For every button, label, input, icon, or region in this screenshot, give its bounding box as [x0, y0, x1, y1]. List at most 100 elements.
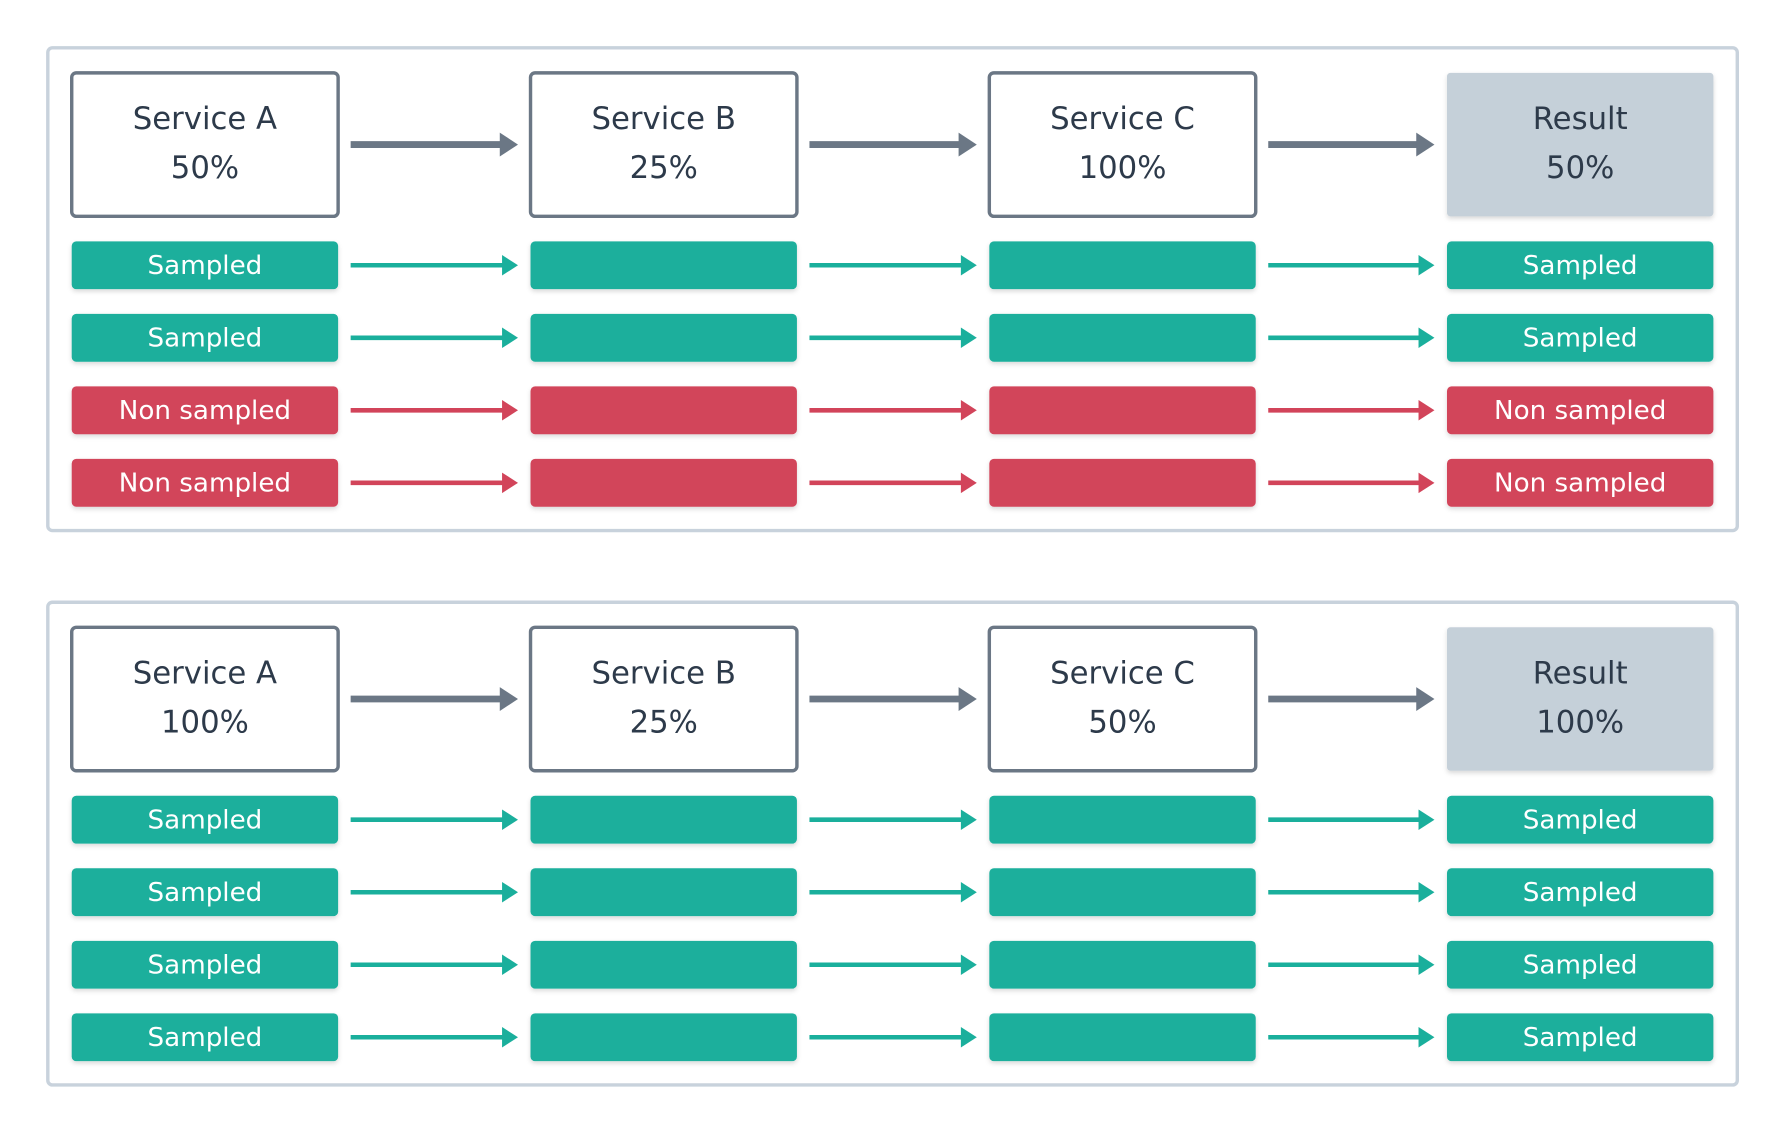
arrow-head — [1418, 809, 1435, 830]
row-cell — [530, 241, 797, 290]
row-cell — [530, 795, 797, 844]
service-name: Service B — [592, 101, 736, 137]
row-cell — [1446, 241, 1714, 290]
row-label: Sampled — [1523, 878, 1638, 908]
service-name: Service B — [592, 656, 736, 692]
row-cell — [71, 313, 339, 362]
service-rate: 25% — [630, 705, 698, 741]
arrow-head — [502, 881, 518, 903]
arrow-head — [960, 255, 977, 276]
arrow-head — [1418, 954, 1435, 975]
arrow-head — [960, 954, 977, 975]
row-cell — [71, 458, 339, 507]
row-cell — [1446, 940, 1714, 989]
arrow-head — [1418, 1027, 1435, 1048]
service-box — [1446, 72, 1714, 217]
service-box — [70, 625, 340, 773]
row-cell — [1446, 458, 1714, 507]
row-cell — [1446, 795, 1714, 844]
row-label: Sampled — [148, 950, 263, 980]
arrow-head — [1416, 132, 1435, 157]
service-box — [528, 625, 799, 773]
arrow-head — [960, 881, 977, 903]
arrow-head — [960, 809, 977, 830]
row-cell — [1446, 1013, 1714, 1062]
row-cell — [530, 458, 797, 507]
arrow-head — [499, 132, 518, 157]
row-label: Non sampled — [1494, 468, 1666, 498]
service-rate: 100% — [1536, 705, 1624, 741]
row-cell — [71, 795, 339, 844]
row-cell — [989, 795, 1256, 844]
row-label: Sampled — [148, 323, 263, 353]
arrow-head — [960, 327, 977, 349]
row-cell — [989, 458, 1256, 507]
arrow-head — [502, 1027, 518, 1048]
row-label: Sampled — [1523, 950, 1638, 980]
row-cell — [71, 868, 339, 917]
row-label: Non sampled — [119, 396, 291, 426]
service-rate: 50% — [1088, 705, 1156, 741]
arrow-head — [960, 1027, 977, 1048]
row-label: Sampled — [1523, 251, 1638, 281]
arrow-head — [1418, 400, 1435, 421]
arrow-head — [502, 954, 518, 975]
arrow-head — [1418, 255, 1435, 276]
arrow-head — [502, 400, 518, 421]
service-name: Service A — [133, 101, 277, 137]
row-cell — [989, 241, 1256, 290]
service-box — [528, 71, 799, 219]
service-name: Result — [1533, 101, 1628, 137]
service-rate: 25% — [630, 150, 698, 186]
row-cell — [71, 940, 339, 989]
row-cell — [989, 1013, 1256, 1062]
service-box — [70, 71, 340, 219]
row-label: Sampled — [1523, 323, 1638, 353]
row-cell — [530, 386, 797, 435]
row-label: Sampled — [148, 878, 263, 908]
row-label: Sampled — [148, 1023, 263, 1053]
arrow-head — [1418, 327, 1435, 349]
arrow-head — [1418, 881, 1435, 903]
row-cell — [530, 313, 797, 362]
row-cell — [989, 940, 1256, 989]
service-box — [987, 71, 1258, 219]
service-box — [987, 625, 1258, 773]
service-rate: 50% — [171, 150, 239, 186]
service-name: Service C — [1050, 101, 1195, 137]
arrow-head — [1416, 687, 1435, 711]
row-cell — [530, 1013, 797, 1062]
row-cell — [989, 386, 1256, 435]
row-cell — [530, 940, 797, 989]
row-label: Sampled — [1523, 1023, 1638, 1053]
row-label: Sampled — [148, 251, 263, 281]
row-cell — [71, 1013, 339, 1062]
arrow-head — [960, 472, 977, 494]
service-rate: 100% — [161, 705, 249, 741]
row-cell — [1446, 386, 1714, 435]
row-cell — [1446, 868, 1714, 917]
arrow-head — [960, 400, 977, 421]
row-label: Sampled — [1523, 805, 1638, 835]
arrow-head — [499, 687, 518, 711]
row-label: Non sampled — [119, 468, 291, 498]
arrow-head — [958, 687, 977, 711]
row-cell — [989, 313, 1256, 362]
service-name: Service A — [133, 656, 277, 692]
row-cell — [530, 868, 797, 917]
row-cell — [1446, 313, 1714, 362]
arrow-head — [502, 327, 518, 349]
service-box — [1446, 627, 1714, 771]
arrow-head — [502, 809, 518, 830]
arrow-head — [502, 255, 518, 276]
row-cell — [71, 241, 339, 290]
row-cell — [989, 868, 1256, 917]
row-cell — [71, 386, 339, 435]
arrow-head — [958, 132, 977, 157]
arrow-head — [1418, 472, 1435, 494]
service-name: Service C — [1050, 656, 1195, 692]
row-label: Non sampled — [1494, 396, 1666, 426]
service-name: Result — [1533, 656, 1628, 692]
